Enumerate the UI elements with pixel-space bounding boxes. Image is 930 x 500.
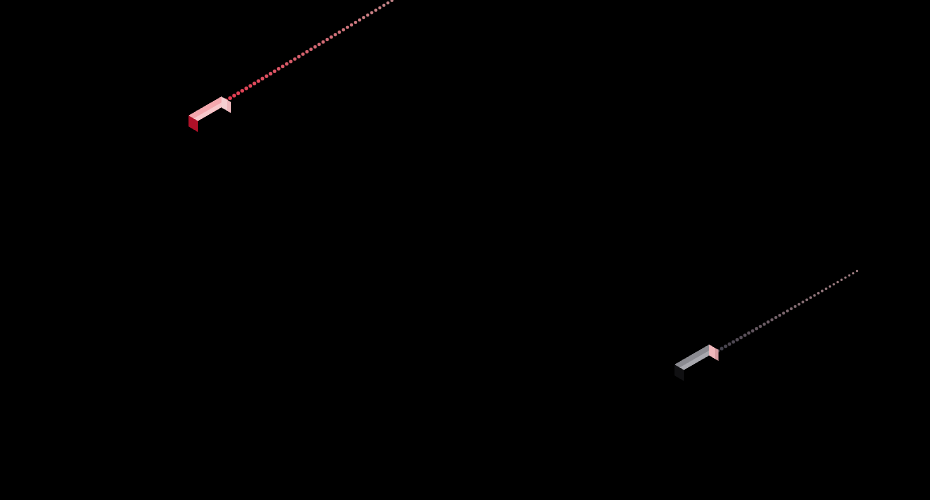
trail-dot [820,289,824,293]
trail-dot [358,18,362,22]
trail-dot [260,76,265,81]
trail-dot [809,296,812,299]
trail-dot [735,338,739,342]
red-projectile [188,96,231,132]
trail-dot [778,313,782,317]
trail-dot [280,64,285,69]
trail-dot [333,32,337,37]
trail-dot [747,331,751,335]
trail-dot [782,311,786,315]
trail-dot [272,69,277,74]
trail-dot [774,316,778,320]
trail-dot [366,13,370,17]
trail-dot [362,15,366,20]
trail-dot [382,3,386,7]
trail-dot [252,81,257,86]
trail-dot [813,294,816,297]
trail-dot [801,300,805,304]
trail-dot [758,324,762,328]
trail-dot [341,28,346,32]
trail-dot [293,57,297,61]
trail-dot [793,305,797,308]
trail-dot [723,344,728,349]
trail-dot [751,329,755,333]
trail-dot [337,30,341,34]
gray-projectile-end-cap-edge [714,347,719,361]
trail-dot [836,280,839,284]
trail-dot [727,342,732,346]
trail-dot [264,74,269,78]
gray-projectile-top-face [674,344,719,370]
trail-dot [268,71,273,76]
trail-dot [805,298,809,302]
trail-dot [349,23,354,27]
trail-dot [240,88,245,93]
trail-dot [762,322,766,326]
trail-dot [731,340,736,344]
trail-dot [766,320,770,324]
trail-dot [317,42,321,47]
trail-dot [236,91,241,96]
red-projectile-end-cap-edge [227,99,231,113]
trail-dot [297,54,301,59]
trail-dot [309,47,313,51]
trail-dot [828,285,832,288]
object-layer [188,96,719,381]
trail-dot [256,79,261,83]
gray-projectile-near-cap [674,364,684,381]
trail-dot [797,302,801,306]
trail-dot [228,96,232,101]
trail-dot [374,8,378,12]
trail-dot [832,283,836,286]
gray-projectile-top-highlight [679,347,719,370]
red-trail [220,0,394,105]
gray-projectile [674,344,719,381]
trail-dot [817,291,820,295]
trail-dot [855,269,859,273]
trail-dot [305,50,309,54]
trail-dot [743,333,747,337]
trail-dot [232,93,237,98]
trail-dot [276,67,281,71]
trail-dot [770,318,774,322]
trail-dot [244,86,249,91]
trail-dot [248,84,253,88]
trail-dot [325,37,329,42]
trail-dot [313,45,317,49]
trail-dot [345,25,350,29]
trail-dot [386,1,390,5]
trail-dot [848,274,851,277]
red-projectile-near-cap [188,115,198,132]
trail-dot [301,52,305,56]
trail-dot [289,59,293,64]
trail-dot [840,278,843,282]
trail-dot [321,40,325,44]
trail-dot [284,62,289,66]
trail-dot [824,287,828,290]
red-projectile-top-face [188,96,231,121]
trail-dot [370,11,374,15]
trail-dot [852,272,855,275]
trail-dot [329,35,333,39]
trail-dot [789,307,793,311]
trail-dot [353,20,358,25]
trail-dot [844,276,847,279]
trail-dot [754,327,759,331]
trail-dot [719,346,724,351]
trail-dot [785,309,789,313]
trail-dot [390,0,394,2]
trail-dot [378,6,382,10]
trail-dot [739,335,743,340]
